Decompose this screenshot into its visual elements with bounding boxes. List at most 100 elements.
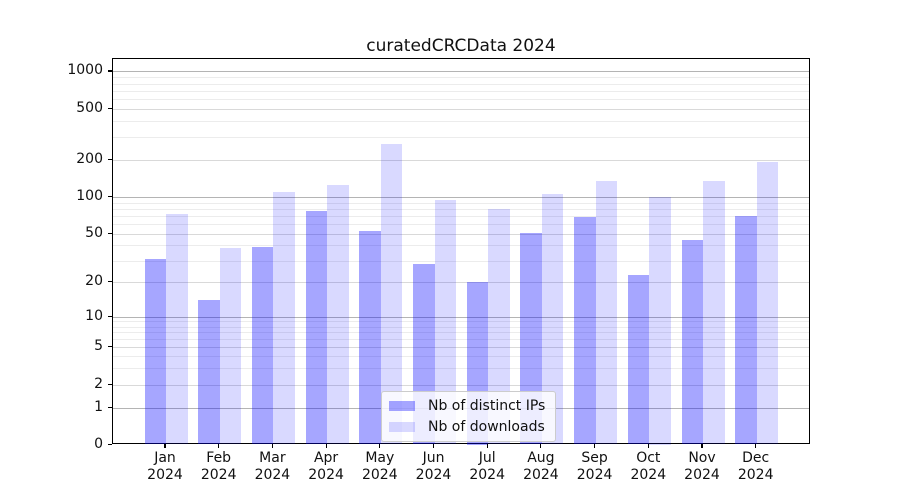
gridline-7 [113, 332, 809, 334]
x-tick-year: 2024 [737, 467, 774, 483]
x-tick-label-apr: Apr 2024 [294, 450, 358, 484]
y-tick-label-1: 1 [94, 398, 103, 415]
y-tick-mark-500 [108, 108, 112, 110]
x-tick-year: 2024 [469, 467, 505, 483]
bar-downloads-jul [488, 209, 510, 445]
plot-area [112, 58, 810, 445]
legend-swatch-distinct-ips [389, 401, 415, 411]
gridline-500 [113, 109, 809, 110]
x-tick-mark-apr [325, 444, 327, 448]
bar-downloads-nov [703, 180, 725, 445]
legend-swatch-downloads [389, 422, 415, 432]
x-tick-label-jul: Jul 2024 [455, 450, 519, 484]
y-tick-mark-50 [108, 232, 112, 234]
x-tick-month: Dec [742, 450, 770, 466]
x-tick-year: 2024 [523, 467, 559, 483]
bar-downloads-jun [434, 199, 456, 445]
gridline-600 [113, 99, 809, 101]
gridline-3 [113, 368, 809, 370]
x-tick-month: May [365, 450, 395, 466]
bar-downloads-dec [756, 161, 779, 445]
x-tick-year: 2024 [684, 467, 720, 483]
x-tick-label-may: May 2024 [348, 450, 412, 484]
x-tick-label-feb: Feb 2024 [187, 450, 251, 484]
x-tick-mark-aug [540, 444, 542, 448]
x-tick-month: Jun [422, 450, 445, 466]
bar-downloads-may [380, 144, 403, 445]
bar-distinct-ips-nov [681, 240, 703, 445]
bar-downloads-oct [649, 197, 671, 445]
x-tick-month: Sep [581, 450, 608, 466]
x-tick-month: Jan [154, 450, 176, 466]
y-tick-label-2: 2 [94, 375, 103, 392]
gridline-40 [113, 245, 809, 247]
bar-distinct-ips-sep [574, 217, 596, 445]
bar-distinct-ips-apr [305, 210, 328, 445]
y-tick-label-5: 5 [94, 338, 103, 355]
y-tick-mark-100 [108, 196, 112, 198]
gridline-60 [113, 224, 809, 226]
y-tick-label-10: 10 [85, 307, 103, 324]
y-tick-label-200: 200 [76, 151, 103, 167]
x-tick-mark-sep [594, 444, 596, 448]
bar-distinct-ips-may [359, 230, 381, 445]
x-tick-month: Aug [527, 450, 555, 466]
x-tick-label-aug: Aug 2024 [509, 450, 573, 484]
gridline-30 [113, 260, 809, 262]
gridline-4 [113, 356, 809, 358]
x-tick-month: Oct [636, 450, 661, 466]
x-tick-mark-nov [701, 444, 703, 448]
x-tick-mark-jul [486, 444, 488, 448]
gridline-80 [113, 208, 809, 210]
x-tick-label-jun: Jun 2024 [402, 450, 466, 484]
bar-downloads-sep [595, 180, 618, 445]
x-tick-year: 2024 [200, 467, 237, 483]
chart-title: curatedCRCData 2024 [366, 36, 556, 56]
gridline-90 [113, 202, 809, 204]
x-tick-year: 2024 [415, 467, 452, 483]
x-tick-mark-jan [164, 444, 166, 448]
gridline-50 [113, 233, 809, 235]
y-tick-label-100: 100 [76, 188, 103, 204]
y-tick-mark-200 [108, 159, 112, 161]
gridline-2 [113, 384, 809, 386]
x-tick-label-jan: Jan 2024 [133, 450, 197, 484]
y-tick-label-0: 0 [94, 435, 103, 452]
y-tick-mark-2 [108, 383, 112, 385]
legend-label-distinct-ips: Nb of distinct IPs [428, 398, 546, 414]
x-tick-label-dec: Dec 2024 [724, 450, 788, 484]
y-tick-mark-1 [108, 406, 112, 408]
gridline-200 [113, 160, 809, 161]
x-tick-month: Apr [313, 450, 339, 466]
x-tick-mark-jun [432, 444, 435, 448]
y-tick-label-500: 500 [76, 100, 103, 116]
bar-distinct-ips-feb [198, 299, 220, 445]
x-tick-year: 2024 [254, 467, 291, 483]
bar-downloads-aug [541, 193, 564, 445]
x-tick-year: 2024 [361, 467, 398, 483]
bar-downloads-apr [327, 184, 349, 445]
gridline-20 [113, 282, 809, 283]
y-tick-label-50: 50 [85, 224, 103, 241]
y-tick-mark-0 [108, 443, 112, 445]
x-tick-month: Jul [478, 450, 496, 466]
x-tick-mark-feb [218, 444, 220, 448]
gridline-5 [113, 347, 809, 349]
y-tick-mark-20 [108, 281, 112, 283]
gridline-300 [113, 137, 809, 139]
x-tick-year: 2024 [630, 467, 667, 483]
x-tick-mark-dec [755, 444, 757, 448]
gridline-6 [113, 339, 809, 341]
gridline-400 [113, 121, 809, 123]
bar-distinct-ips-mar [251, 246, 274, 445]
x-tick-year: 2024 [308, 467, 344, 483]
gridline-100 [113, 197, 809, 198]
bar-distinct-ips-dec [735, 215, 757, 445]
legend-item-distinct-ips: Nb of distinct IPs [389, 397, 545, 415]
x-tick-mark-may [379, 444, 381, 448]
gridline-10 [113, 316, 809, 318]
x-tick-year: 2024 [576, 467, 613, 483]
x-tick-year: 2024 [147, 467, 183, 483]
legend-label-downloads: Nb of downloads [428, 419, 545, 435]
